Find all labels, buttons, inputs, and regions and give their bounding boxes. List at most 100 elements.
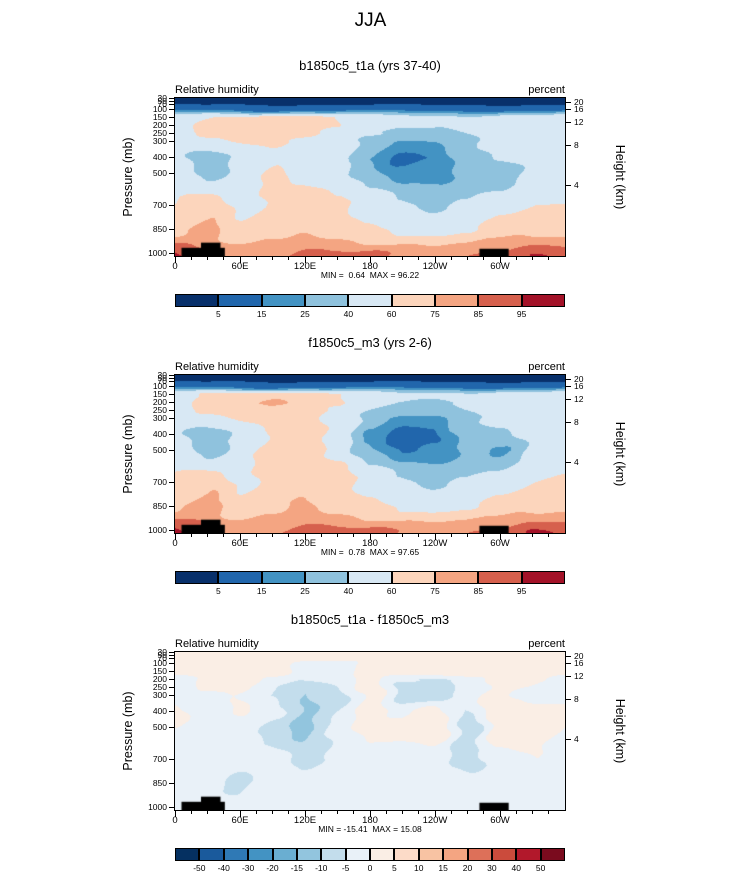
colorbar: 5 15 25 40 60 75 85 95: [175, 294, 565, 319]
x-major-tick: [304, 811, 306, 817]
y-left-tick: [169, 377, 174, 379]
field-name-label: Relative humidity: [175, 361, 259, 373]
figure-title: JJA: [354, 10, 387, 31]
y-left-tick-label: 850: [152, 501, 167, 512]
y-left-tick: [169, 132, 174, 134]
colorbar-label: 25: [300, 309, 310, 319]
x-minor-tick: [353, 811, 355, 814]
x-tick-label: 120E: [293, 261, 317, 272]
y-left-tick: [169, 380, 174, 382]
y-left-tick-label: 100: [152, 103, 167, 114]
y-right-tick: [566, 399, 571, 401]
x-minor-tick: [353, 534, 355, 537]
colorbar-box: [175, 571, 219, 584]
y-right-tick-label: 20: [574, 374, 584, 384]
y-left-tick: [169, 506, 174, 508]
y-left-tick-label: 150: [152, 665, 167, 676]
y-left-tick: [169, 124, 174, 126]
colorbar-label: 95: [516, 309, 527, 319]
y-left-tick: [169, 482, 174, 484]
x-major-tick: [434, 811, 436, 817]
x-minor-tick: [288, 811, 290, 814]
y-left-tick: [169, 253, 174, 255]
x-minor-tick: [207, 534, 208, 537]
y-left-tick: [169, 783, 174, 785]
colorbar-box: [261, 571, 305, 584]
panel-case-2: f1850c5_m3 (yrs 2-6) Relative humidity p…: [0, 335, 733, 612]
y-right-tick-label: 12: [574, 117, 584, 128]
x-minor-tick: [532, 811, 533, 814]
contour-field-canvas: [175, 98, 565, 256]
colorbar-box: [516, 848, 541, 861]
y-right-tick-label: 4: [574, 180, 579, 191]
units-label: percent: [528, 638, 565, 650]
colorbar-label: 15: [256, 309, 267, 319]
colorbar-label: 75: [430, 309, 440, 319]
y-left-tick: [169, 156, 174, 158]
contour-plot: [174, 374, 566, 534]
x-minor-tick: [450, 257, 452, 260]
y-left-tick-label: 700: [152, 200, 167, 211]
colorbar-label: 30: [487, 863, 497, 873]
contour-field-canvas: [175, 652, 565, 810]
x-tick-label: 60E: [231, 815, 249, 826]
y-left-tick-label: 50: [157, 649, 167, 660]
x-major-tick: [239, 811, 241, 817]
x-minor-tick: [402, 534, 403, 537]
contour-field-canvas: [175, 375, 565, 533]
colorbar-label: 20: [462, 863, 473, 873]
x-tick-label: 60W: [490, 261, 510, 272]
y-left-tick: [169, 401, 174, 403]
colorbar-box: [321, 848, 346, 861]
y-left-tick: [169, 651, 174, 653]
x-minor-tick: [190, 534, 192, 537]
y-right-tick-label: 8: [574, 139, 579, 150]
colorbar-label: 5: [215, 309, 221, 319]
y-left-tick-label: 70: [157, 98, 167, 109]
x-tick-label: 0: [172, 261, 178, 272]
x-major-tick: [174, 534, 176, 540]
x-major-tick: [499, 811, 501, 817]
y-right-tick-label: 4: [574, 734, 579, 745]
x-minor-tick: [207, 257, 208, 260]
panel-case-1: b1850c5_t1a (yrs 37-40) Relative humidit…: [0, 58, 733, 335]
x-major-tick: [369, 257, 371, 263]
y-left-tick: [169, 108, 174, 110]
colorbar-box: [467, 848, 492, 861]
colorbar-box: [491, 848, 517, 861]
y-right-tick-label: 8: [574, 693, 579, 704]
colorbar-box: [261, 294, 305, 307]
y-right-tick-label: 4: [574, 457, 579, 468]
x-minor-tick: [385, 257, 387, 260]
panel-difference: b1850c5_t1a - f1850c5_m3 Relative humidi…: [0, 612, 733, 888]
y-left-tick: [169, 450, 174, 452]
x-minor-tick: [190, 257, 192, 260]
x-minor-tick: [223, 257, 225, 260]
x-minor-tick: [483, 534, 485, 537]
colorbar-box: [305, 294, 349, 307]
colorbar-label: 5: [392, 863, 397, 873]
y-right-tick: [566, 739, 571, 741]
y-left-tick: [169, 417, 174, 419]
x-minor-tick: [515, 811, 517, 814]
x-minor-tick: [548, 811, 550, 814]
y-left-tick: [169, 393, 174, 395]
x-tick-label: 60E: [231, 538, 249, 549]
x-minor-tick: [353, 257, 355, 260]
y-left-tick: [169, 662, 174, 664]
y-right-tick: [566, 698, 571, 700]
x-tick-label: 120W: [422, 815, 448, 826]
min-max-label: MIN = 0.64 MAX = 96.22: [320, 270, 420, 280]
y-left-tick-label: 500: [152, 445, 167, 456]
x-tick-label: 120W: [422, 538, 448, 549]
colorbar-label: -40: [217, 863, 230, 873]
y-left-tick: [169, 657, 174, 659]
x-tick-label: 0: [172, 815, 178, 826]
y-left-tick: [169, 759, 174, 761]
y-left-tick-label: 50: [157, 372, 167, 383]
x-minor-tick: [337, 257, 338, 260]
field-name-label: Relative humidity: [175, 84, 259, 96]
colorbar-box: [345, 848, 370, 861]
x-minor-tick: [223, 534, 225, 537]
